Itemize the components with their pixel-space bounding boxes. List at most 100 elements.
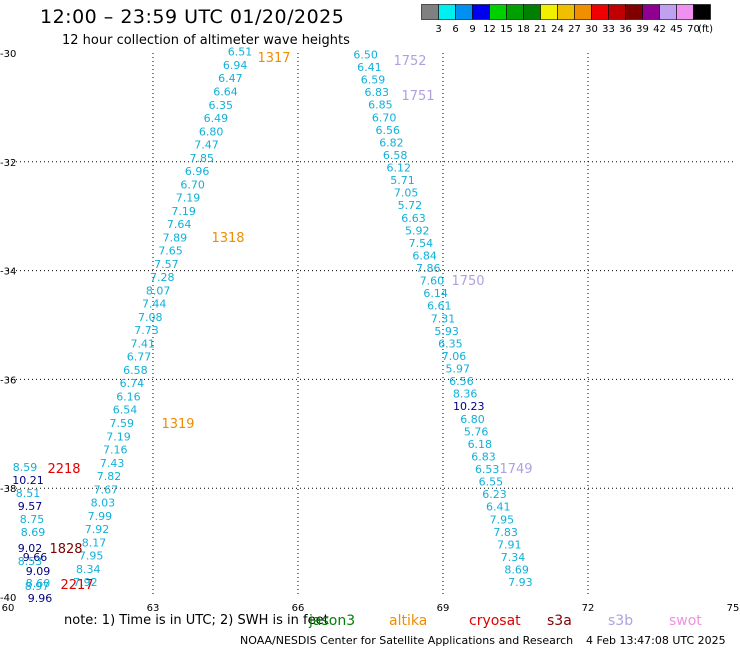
- wave-height-label: 7.89: [163, 231, 188, 244]
- colorbar-label: 12: [483, 24, 496, 35]
- wave-height-label: 8.51: [16, 487, 41, 500]
- wave-height-label: 7.06: [442, 350, 467, 363]
- wave-height-label: 6.70: [372, 111, 397, 124]
- wave-height-label: 9.09: [26, 565, 51, 578]
- wave-height-label: 5.76: [464, 425, 489, 438]
- wave-height-label: 6.58: [123, 364, 148, 377]
- wave-height-label: 7.05: [394, 187, 419, 200]
- wave-height-label: 6.41: [486, 501, 511, 514]
- wave-height-label: 6.50: [353, 48, 378, 61]
- wave-height-label: 9.96: [28, 592, 53, 605]
- lat-tick-label: -38: [0, 484, 16, 495]
- wave-height-label: 7.92: [73, 576, 98, 589]
- wave-height-label: 7.19: [176, 192, 201, 205]
- color-legend: 3 6 9 12 15 18 21 24 27 30 33 36 39 42 45 70(ft): [421, 4, 713, 35]
- pass-time-label: 2217: [60, 578, 93, 593]
- pass-time-label: 1749: [499, 462, 532, 477]
- wave-height-label: 8.36: [453, 388, 478, 401]
- pass-time-label: 1319: [161, 417, 194, 432]
- colorbar-label: 24: [551, 24, 564, 35]
- wave-height-label: 7.47: [194, 139, 219, 152]
- map-frame: [8, 53, 733, 597]
- wave-height-label: 8.59: [13, 461, 38, 474]
- wave-height-label: 8.53: [18, 555, 43, 568]
- wave-height-label: 7.34: [501, 551, 526, 564]
- pass-time-label: 1752: [393, 54, 426, 69]
- colorbar-label: 36: [619, 24, 632, 35]
- wave-height-label: 5.92: [405, 224, 430, 237]
- wave-height-label: 5.72: [398, 199, 423, 212]
- wave-height-label: 9.57: [18, 500, 43, 513]
- wave-height-label: 6.58: [383, 149, 408, 162]
- credit-text: NOAA/NESDIS Center for Satellite Applica…: [240, 634, 574, 647]
- wave-height-label: 6.61: [427, 300, 452, 313]
- pass-time-label: 1751: [401, 89, 434, 104]
- wave-height-label: 6.80: [460, 413, 485, 426]
- generated-timestamp: 4 Feb 13:47:08 UTC 2025: [586, 634, 726, 647]
- wave-height-label: 5.93: [434, 325, 459, 338]
- wave-height-label: 7.28: [150, 271, 175, 284]
- wave-height-label: 6.77: [127, 351, 152, 364]
- wave-height-label: 6.53: [475, 463, 500, 476]
- wave-height-label: 6.83: [364, 86, 389, 99]
- wave-height-label: 10.23: [453, 400, 485, 413]
- wave-height-label: 6.12: [387, 162, 412, 175]
- wave-height-label: 7.92: [85, 523, 110, 536]
- colorbar-label: 15: [500, 24, 513, 35]
- wave-height-label: 7.83: [493, 526, 518, 539]
- wave-height-label: 6.55: [479, 476, 504, 489]
- pass-time-label: 2218: [47, 462, 80, 477]
- wave-height-label: 6.49: [204, 112, 229, 125]
- colorbar-label: 39: [636, 24, 649, 35]
- colorbar-swatch: [693, 4, 711, 20]
- pass-time-label: 1318: [211, 231, 244, 246]
- satellite-legend-cryosat: cryosat: [469, 613, 521, 629]
- lat-tick-label: -36: [0, 375, 16, 386]
- colorbar-label: 6: [452, 24, 458, 35]
- satellite-legend-jason3: jason3: [309, 613, 356, 629]
- wave-height-label: 6.18: [468, 438, 493, 451]
- wave-height-label: 7.19: [171, 205, 196, 218]
- wave-height-label: 8.60: [26, 577, 51, 590]
- colorbar-label: 42: [653, 24, 666, 35]
- wave-height-label: 8.69: [21, 526, 46, 539]
- lon-tick-label: 72: [582, 603, 595, 614]
- wave-height-label: 7.82: [97, 470, 122, 483]
- colorbar-label: 18: [517, 24, 530, 35]
- wave-height-label: 8.69: [504, 564, 529, 577]
- colorbar-label: 33: [602, 24, 615, 35]
- pass-time-label: 1750: [451, 274, 484, 289]
- wave-height-label: 8.07: [146, 284, 171, 297]
- wave-height-label: 7.43: [100, 457, 125, 470]
- colorbar-label: 9: [469, 24, 475, 35]
- wave-height-label: 8.03: [91, 497, 116, 510]
- wave-height-label: 7.31: [431, 312, 456, 325]
- colorbar-label: 27: [568, 24, 581, 35]
- wave-height-label: 6.14: [423, 287, 448, 300]
- wave-height-label: 8.97: [25, 580, 50, 593]
- wave-height-label: 6.56: [449, 375, 474, 388]
- wave-height-label: 9.02: [18, 542, 43, 555]
- wave-height-label: 6.64: [213, 86, 238, 99]
- wave-height-label: 7.16: [103, 444, 128, 457]
- wave-height-label: 6.56: [376, 124, 401, 137]
- wave-height-label: 6.85: [368, 99, 393, 112]
- wave-height-label: 7.54: [409, 237, 434, 250]
- wave-height-label: 6.41: [357, 61, 382, 74]
- colorbar-label: 70: [687, 24, 700, 35]
- wave-height-label: 6.35: [438, 337, 463, 350]
- wave-height-label: 7.86: [416, 262, 441, 275]
- wave-height-label: 7.99: [88, 510, 113, 523]
- wave-height-label: 8.17: [82, 536, 107, 549]
- wave-height-label: 7.95: [79, 550, 104, 563]
- lon-tick-label: 75: [727, 603, 740, 614]
- wave-height-label: 6.82: [379, 136, 404, 149]
- lat-tick-label: -30: [0, 49, 16, 60]
- wave-height-label: 6.47: [218, 72, 243, 85]
- lon-tick-label: 66: [292, 603, 305, 614]
- wave-height-label: 7.73: [134, 324, 159, 337]
- wave-height-label: 9.66: [23, 551, 48, 564]
- wave-height-label: 6.96: [185, 165, 210, 178]
- wave-height-label: 7.57: [154, 258, 179, 271]
- wave-height-label: 7.65: [158, 245, 183, 258]
